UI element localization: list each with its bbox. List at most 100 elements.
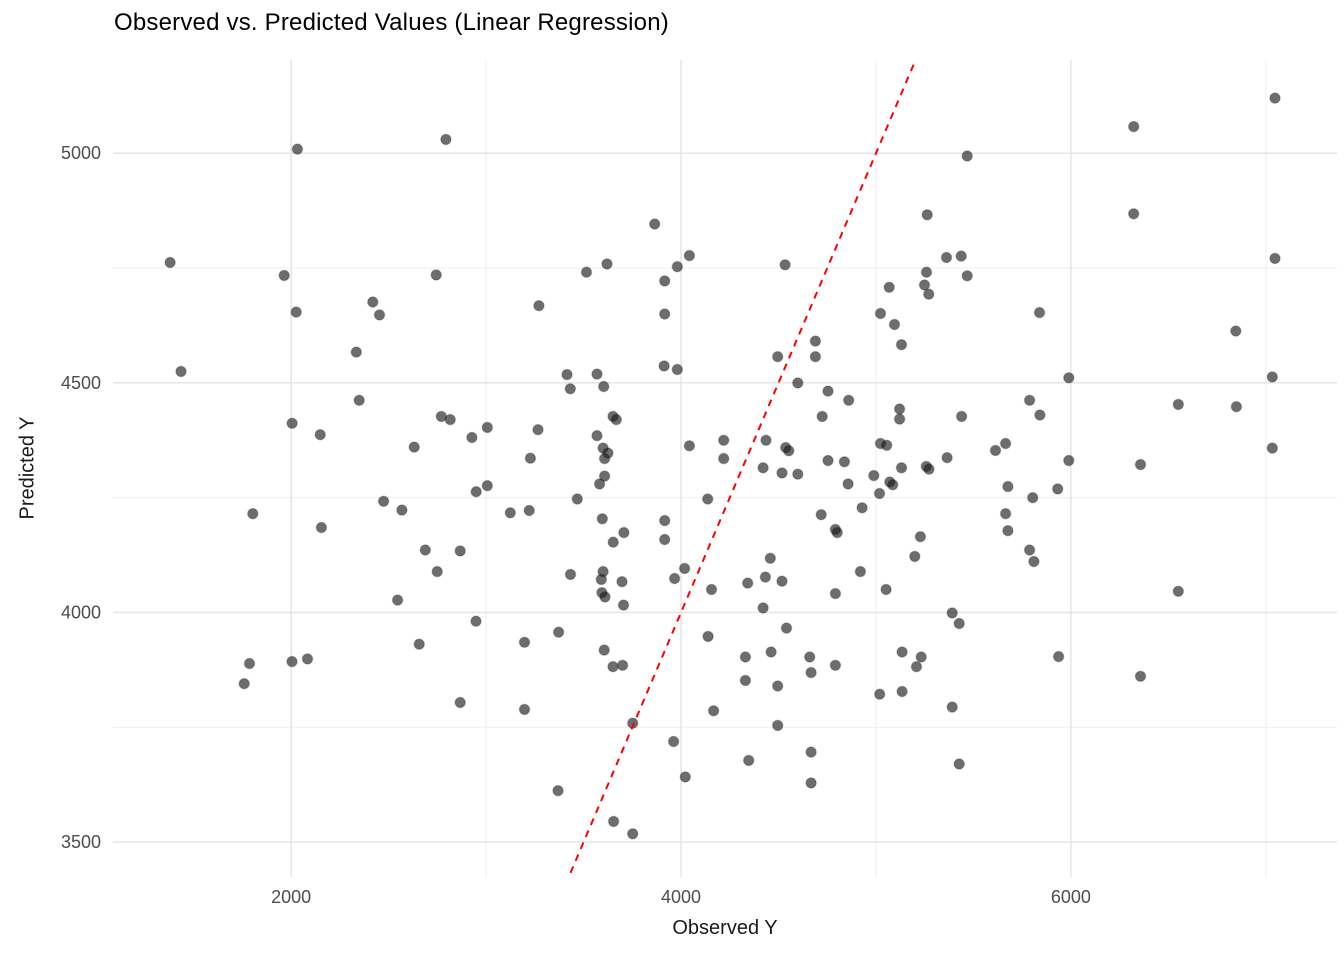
data-point — [1172, 585, 1185, 598]
data-point — [314, 428, 326, 441]
data-point — [815, 508, 827, 521]
data-point — [705, 583, 718, 596]
data-point — [771, 719, 784, 732]
data-point — [470, 615, 482, 627]
data-point — [1230, 325, 1242, 337]
data-point — [764, 552, 777, 565]
data-point — [999, 507, 1012, 520]
data-point — [780, 622, 793, 634]
data-point — [1051, 483, 1064, 495]
data-point — [1269, 92, 1281, 104]
data-point — [895, 338, 908, 351]
data-point — [598, 644, 610, 656]
data-point — [920, 266, 933, 278]
data-point — [1052, 650, 1065, 663]
data-point — [873, 688, 886, 700]
data-point — [757, 602, 769, 614]
data-point — [683, 249, 696, 262]
data-point — [896, 646, 908, 658]
data-point — [286, 417, 298, 430]
data-point — [671, 260, 684, 273]
data-point — [822, 385, 834, 397]
y-tick-label: 3500 — [61, 832, 101, 852]
data-point — [757, 461, 769, 474]
data-point — [873, 487, 886, 500]
x-tick-label: 4000 — [661, 887, 701, 907]
data-point — [524, 452, 537, 464]
data-point — [607, 660, 619, 673]
data-point — [430, 269, 442, 281]
y-tick-label: 4000 — [61, 602, 101, 622]
data-point — [593, 478, 606, 490]
data-point — [518, 636, 531, 649]
data-point — [791, 468, 804, 480]
data-point — [717, 452, 730, 465]
data-point — [1172, 398, 1185, 411]
data-point — [896, 685, 908, 698]
data-point — [366, 296, 379, 308]
data-point — [301, 653, 314, 665]
data-point — [880, 583, 892, 596]
data-point — [523, 504, 535, 517]
data-point — [601, 258, 613, 270]
data-point — [580, 266, 593, 278]
data-point — [504, 506, 517, 519]
data-point — [1127, 208, 1140, 220]
data-point — [771, 680, 784, 692]
data-point — [741, 577, 754, 589]
data-point — [396, 504, 408, 516]
data-point — [1034, 409, 1046, 421]
data-point — [597, 380, 610, 393]
data-point — [470, 485, 482, 498]
data-point — [1127, 120, 1140, 133]
data-point — [1026, 491, 1039, 504]
data-point — [816, 410, 828, 423]
data-point — [782, 444, 795, 457]
data-point — [829, 659, 842, 672]
data-point — [668, 572, 681, 585]
data-point — [552, 784, 564, 797]
data-point — [617, 599, 630, 611]
data-point — [616, 575, 628, 588]
x-axis-title: Observed Y — [672, 917, 778, 939]
data-point — [238, 677, 250, 690]
chart-title: Observed vs. Predicted Values (Linear Re… — [114, 9, 669, 36]
data-point — [1028, 555, 1040, 568]
data-point — [886, 478, 899, 491]
data-point — [805, 746, 817, 758]
data-point — [561, 368, 573, 381]
data-point — [658, 275, 671, 287]
data-point — [1002, 524, 1014, 537]
data-point — [518, 703, 531, 716]
data-point — [1063, 454, 1075, 467]
y-tick-label: 4500 — [61, 373, 101, 393]
data-point — [610, 413, 623, 426]
data-point — [599, 591, 611, 603]
data-point — [739, 674, 752, 687]
data-point — [598, 452, 611, 465]
data-point — [595, 573, 608, 586]
data-point — [591, 368, 603, 380]
data-point — [278, 269, 290, 282]
data-point — [831, 526, 843, 539]
data-point — [914, 530, 927, 543]
data-point — [946, 607, 958, 619]
data-point — [598, 470, 611, 482]
data-point — [742, 754, 755, 767]
data-point — [989, 444, 1002, 457]
data-point — [1134, 458, 1147, 471]
data-point — [955, 250, 967, 262]
data-point — [805, 777, 817, 789]
data-point — [765, 646, 777, 658]
data-point — [571, 493, 584, 505]
data-point — [552, 626, 565, 638]
data-point — [922, 288, 935, 300]
y-tick-label: 5000 — [61, 143, 101, 163]
data-point — [596, 512, 609, 525]
data-point — [760, 434, 772, 447]
data-point — [454, 545, 466, 557]
data-point — [915, 651, 927, 663]
data-point — [1023, 544, 1036, 556]
data-point — [377, 495, 390, 508]
